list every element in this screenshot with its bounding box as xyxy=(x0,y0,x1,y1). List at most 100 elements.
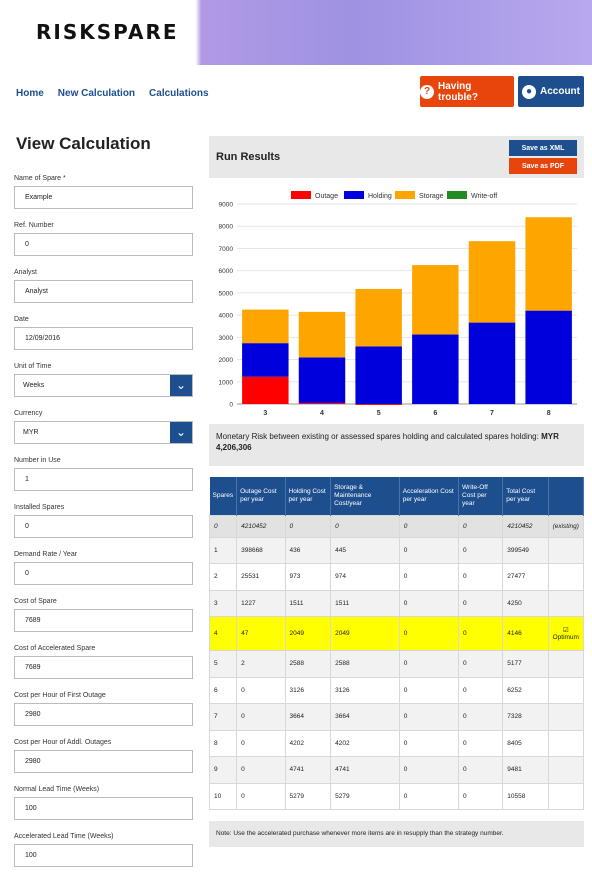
select-field[interactable]: Weeks ⌄ xyxy=(14,374,193,397)
risk-text: Monetary Risk between existing or assess… xyxy=(216,432,539,441)
table-cell: 0 xyxy=(458,589,504,617)
legend-label: Holding xyxy=(368,193,392,200)
chevron-down-icon[interactable]: ⌄ xyxy=(170,422,192,443)
calculation-form: Name of Spare * Example Ref. Number 0 Analys… xyxy=(14,172,194,877)
bar-segment xyxy=(242,376,289,404)
table-cell: 27477 xyxy=(502,563,549,591)
table-cell: 4 xyxy=(208,616,238,651)
input-field[interactable]: 7689 xyxy=(14,609,193,632)
input-field[interactable]: 0 xyxy=(14,515,193,538)
page-title: View Calculation xyxy=(16,134,151,153)
table-cell: 5177 xyxy=(502,650,549,678)
check-icon: ☑ xyxy=(562,627,569,634)
table-cell: 6252 xyxy=(502,676,549,704)
legend-swatch xyxy=(344,191,364,199)
table-cell: 974 xyxy=(330,563,400,591)
table-cell: 398668 xyxy=(236,536,286,564)
table-cell xyxy=(547,563,585,591)
table-cell: 4210452 xyxy=(236,514,286,538)
bar-segment xyxy=(525,310,572,404)
input-field[interactable]: 2980 xyxy=(14,750,193,773)
logo[interactable]: RISKSPARE xyxy=(36,20,179,44)
input-field[interactable]: 100 xyxy=(14,797,193,820)
table-cell: 0 xyxy=(236,676,286,704)
table-cell: 47 xyxy=(236,616,286,651)
input-field[interactable]: Analyst xyxy=(14,280,193,303)
x-tick-label: 5 xyxy=(377,410,381,417)
bar-segment xyxy=(355,403,402,405)
table-cell: 5279 xyxy=(284,782,332,810)
bar-segment xyxy=(468,241,516,323)
table-cell: 1 xyxy=(208,536,238,564)
field-label: Demand Rate / Year xyxy=(14,551,78,558)
monetary-risk-box: Monetary Risk between existing or assess… xyxy=(209,424,584,466)
bar-segment xyxy=(355,346,402,404)
results-chart: Outage Holding Storage Write-off 0 1000 2000 30… xyxy=(209,184,584,420)
table-cell: 0 xyxy=(398,650,460,678)
table-cell: 2049 xyxy=(330,616,400,651)
y-tick-label: 8000 xyxy=(219,224,234,231)
table-cell: 445 xyxy=(330,536,400,564)
select-value: MYR xyxy=(23,429,39,436)
table-cell: 9481 xyxy=(502,756,549,784)
table-cell: 0 xyxy=(398,676,460,704)
field-label: Unit of Time xyxy=(14,363,52,370)
table-cell: 0 xyxy=(398,563,460,591)
bar-segment xyxy=(468,322,516,404)
x-tick-label: 8 xyxy=(547,410,551,417)
input-field[interactable]: 1 xyxy=(14,468,193,491)
table-cell: 9 xyxy=(208,756,238,784)
risk-value: MYR 4,206,306 xyxy=(216,432,559,452)
table-row: 1 398668 436 445 0 0 399549 xyxy=(208,536,585,564)
chevron-down-icon[interactable]: ⌄ xyxy=(170,375,192,396)
input-field[interactable]: 0 xyxy=(14,562,193,585)
note-box: Note: Use the accelerated purchase whene… xyxy=(209,821,584,847)
field-label: Analyst xyxy=(14,269,37,276)
column-header: Storage & Maintenance Cost/year xyxy=(330,477,400,515)
bar-segment xyxy=(355,288,402,347)
table-cell: 1511 xyxy=(330,589,400,617)
save-pdf-button[interactable]: Save as PDF xyxy=(509,158,577,174)
bar-segment xyxy=(298,402,346,404)
input-field[interactable]: 7689 xyxy=(14,656,193,679)
nav-calculations[interactable]: Calculations xyxy=(149,88,209,99)
y-tick-label: 6000 xyxy=(219,268,234,275)
table-cell: 3 xyxy=(208,589,238,617)
having-trouble-button[interactable]: ? Having trouble? xyxy=(420,76,514,107)
table-cell: 436 xyxy=(284,536,332,564)
field-label: Cost of Accelerated Spare xyxy=(14,645,96,652)
input-field[interactable]: 100 xyxy=(14,844,193,867)
table-cell xyxy=(547,650,585,678)
account-button[interactable]: ● Account xyxy=(518,76,584,107)
input-field[interactable]: 2980 xyxy=(14,703,193,726)
table-cell: 4741 xyxy=(330,756,400,784)
legend-swatch xyxy=(291,191,311,199)
save-xml-button[interactable]: Save as XML xyxy=(509,140,577,156)
table-cell: 3664 xyxy=(330,703,400,731)
select-field[interactable]: MYR ⌄ xyxy=(14,421,193,444)
table-cell: 0 xyxy=(458,703,504,731)
table-cell: 0 xyxy=(236,729,286,757)
nav-home[interactable]: Home xyxy=(16,88,44,99)
field-label: Cost per Hour of First Outage xyxy=(14,692,106,699)
table-cell: 0 xyxy=(330,514,400,538)
table-cell xyxy=(547,756,585,784)
input-field[interactable]: 0 xyxy=(14,233,193,256)
table-cell: 0 xyxy=(208,514,238,538)
table-cell: 7 xyxy=(208,703,238,731)
input-field[interactable]: Example xyxy=(14,186,193,209)
x-tick-label: 3 xyxy=(263,410,267,417)
field-label: Installed Spares xyxy=(14,504,65,511)
x-tick-label: 4 xyxy=(320,410,324,417)
input-field[interactable]: 12/09/2016 xyxy=(14,327,193,350)
table-cell: 0 xyxy=(284,514,332,538)
table-cell: 8 xyxy=(208,729,238,757)
table-cell xyxy=(547,589,585,617)
table-cell: 0 xyxy=(236,782,286,810)
bar-segment xyxy=(412,334,459,404)
table-cell: 399549 xyxy=(502,536,549,564)
table-cell: 25531 xyxy=(236,563,286,591)
nav-new-calculation[interactable]: New Calculation xyxy=(57,88,136,99)
table-cell: 4210452 xyxy=(502,514,549,538)
y-tick-label: 0 xyxy=(229,402,233,409)
